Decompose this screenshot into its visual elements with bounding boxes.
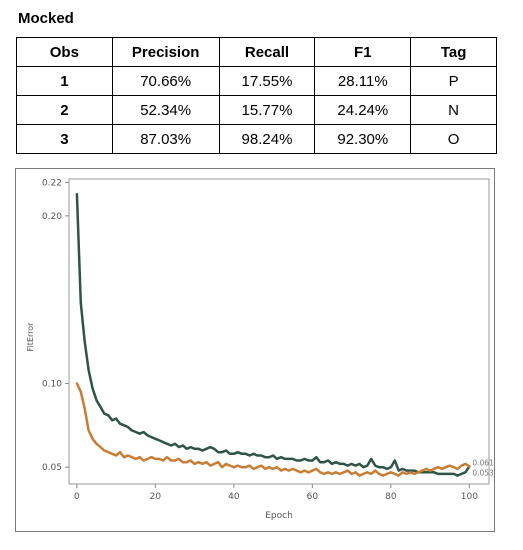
y-axis: 0.05 0.10 0.20 0.22 <box>42 178 69 473</box>
table-row: 2 52.34% 15.77% 24.24% N <box>16 95 497 125</box>
y-axis-title: FitError <box>26 322 35 352</box>
cell-tag: O <box>410 124 497 154</box>
x-tick-label: 80 <box>385 492 397 502</box>
plot-area <box>68 178 490 485</box>
table-row: 1 70.66% 17.55% 28.11% P <box>16 66 497 96</box>
header-precision: Precision <box>111 37 220 67</box>
x-tick-label: 40 <box>228 492 240 502</box>
table-title: Mocked <box>18 10 74 27</box>
header-obs: Obs <box>16 37 113 67</box>
y-tick-label: 0.05 <box>42 463 62 473</box>
cell-f1: 24.24% <box>314 95 412 125</box>
x-tick-label: 60 <box>307 492 319 502</box>
header-f1: F1 <box>314 37 412 67</box>
table-row: 3 87.03% 98.24% 92.30% O <box>16 124 497 154</box>
cell-recall: 17.55% <box>218 66 316 96</box>
cell-precision: 70.66% <box>111 66 220 96</box>
cell-tag: N <box>410 95 497 125</box>
header-recall: Recall <box>218 37 316 67</box>
cell-f1: 28.11% <box>314 66 412 96</box>
cell-recall: 98.24% <box>218 124 316 154</box>
header-tag: Tag <box>410 37 497 67</box>
series-end-label: 0.053851 <box>472 468 494 477</box>
x-tick-label: 0 <box>74 492 80 502</box>
y-tick-label: 0.22 <box>42 178 62 188</box>
x-tick-label: 100 <box>461 492 478 502</box>
table-header-row: Obs Precision Recall F1 Tag <box>16 37 497 67</box>
cell-precision: 87.03% <box>111 124 220 154</box>
x-axis-title: Epoch <box>265 511 293 521</box>
cell-obs: 2 <box>16 95 113 125</box>
y-tick-label: 0.20 <box>42 212 62 222</box>
x-axis: 0 20 40 60 80 100 <box>74 484 478 502</box>
cell-obs: 1 <box>16 66 113 96</box>
cell-tag: P <box>410 66 497 96</box>
series-line <box>75 192 471 477</box>
series-layer <box>75 192 471 477</box>
series-line <box>75 382 471 477</box>
end-labels: 0.0538510.061335 <box>472 458 508 477</box>
x-tick-label: 20 <box>150 492 162 502</box>
cell-recall: 15.77% <box>218 95 316 125</box>
cell-precision: 52.34% <box>111 95 220 125</box>
cell-obs: 3 <box>16 124 113 154</box>
cell-f1: 92.30% <box>314 124 412 154</box>
series-end-label: 0.061335 <box>472 458 494 467</box>
results-table: Obs Precision Recall F1 Tag 1 70.66% 17.… <box>16 37 497 154</box>
y-tick-label: 0.10 <box>42 379 62 389</box>
